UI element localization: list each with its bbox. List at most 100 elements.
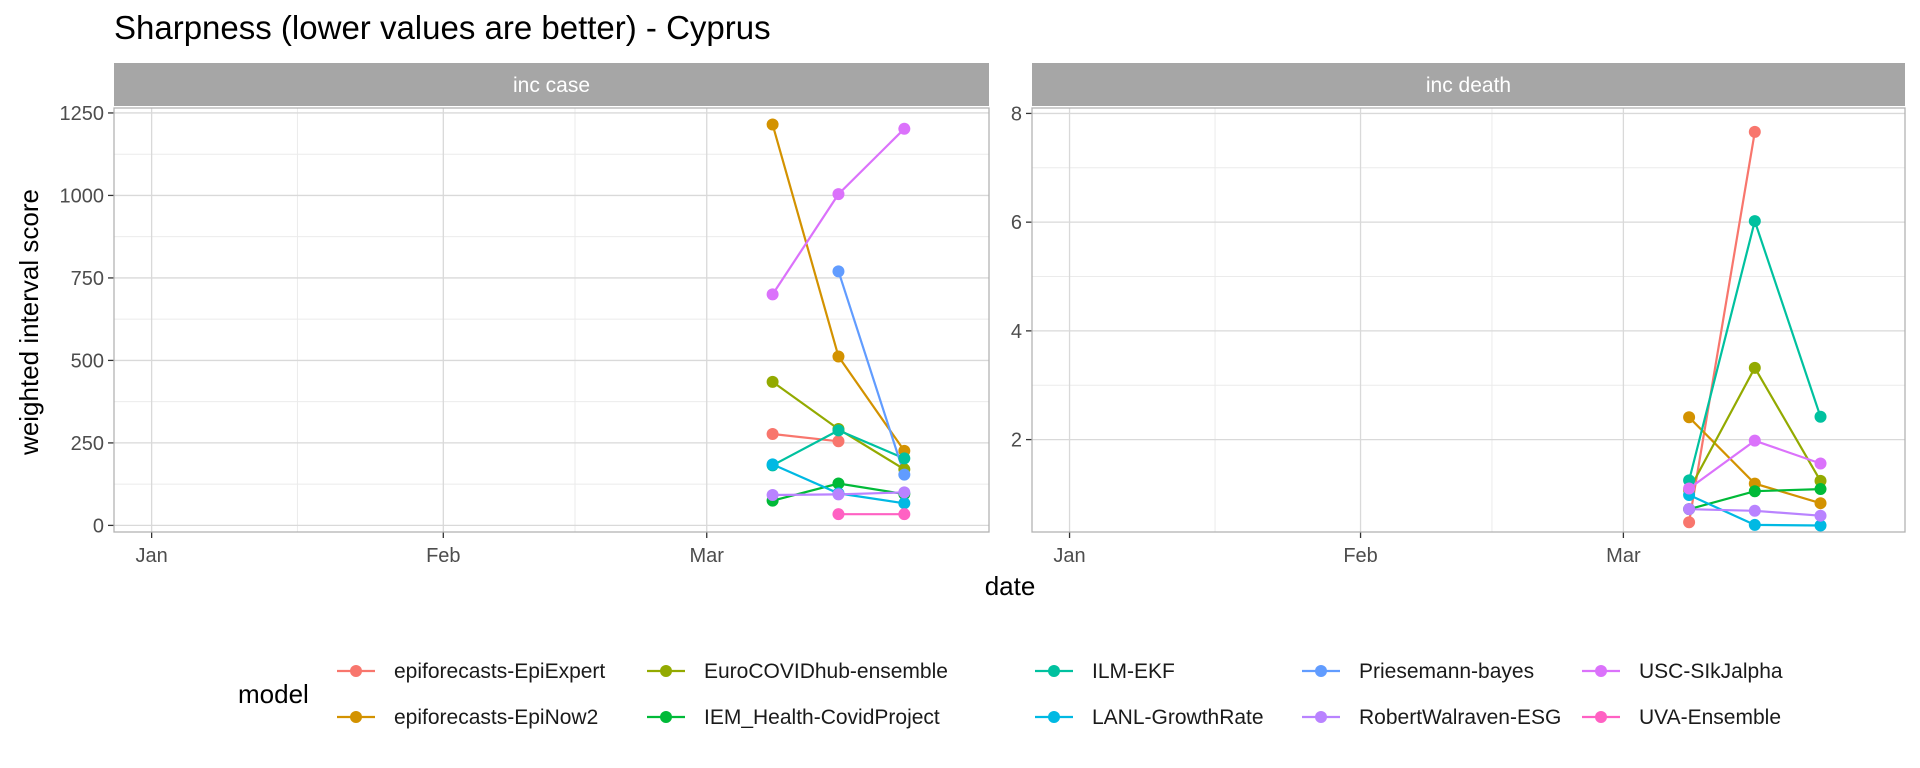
point-priesemann-bayes — [832, 265, 845, 278]
point-iem-health-covidproject — [1814, 483, 1827, 496]
legend-label: epiforecasts-EpiNow2 — [394, 706, 598, 729]
point-epiforecasts-epinow2 — [1683, 411, 1696, 424]
y-tick-label: 250 — [71, 433, 104, 455]
facet-strip-label: inc case — [513, 74, 590, 97]
y-tick-label: 750 — [71, 268, 104, 290]
legend-item-robertwalraven-esg: RobertWalraven-ESG — [1302, 706, 1561, 729]
x-tick-label: Mar — [1606, 545, 1641, 567]
point-usc-sikjalpha — [898, 122, 911, 135]
point-ilm-ekf — [832, 424, 845, 437]
legend-key-point — [1315, 711, 1327, 723]
panel-border — [1031, 107, 1906, 533]
panel-border — [113, 107, 990, 533]
legend-item-ilm-ekf: ILM-EKF — [1035, 660, 1175, 683]
legend-label: UVA-Ensemble — [1639, 706, 1781, 729]
legend-key-point — [350, 665, 362, 677]
point-usc-sikjalpha — [832, 188, 845, 201]
facet-strip-label: inc death — [1426, 74, 1511, 97]
legend-label: Priesemann-bayes — [1359, 660, 1534, 683]
point-epiforecasts-epiexpert — [832, 435, 845, 448]
point-robertwalraven-esg — [766, 489, 779, 502]
y-tick-label: 4 — [1011, 321, 1022, 343]
series-line-priesemann-bayes — [837, 270, 906, 475]
legend-key-point — [1595, 711, 1607, 723]
y-tick-label: 0 — [93, 515, 104, 537]
point-robertwalraven-esg — [1683, 503, 1696, 516]
point-lanl-growthrate — [898, 497, 911, 510]
legend-label: IEM_Health-CovidProject — [704, 706, 940, 729]
point-epiforecasts-epiexpert — [1683, 516, 1696, 529]
series-line-epiforecasts-epiexpert — [772, 432, 839, 443]
legend-key-point — [1595, 665, 1607, 677]
x-tick-label: Feb — [1343, 545, 1377, 567]
y-tick-label: 1000 — [60, 185, 105, 207]
x-tick-label: Jan — [136, 545, 168, 567]
y-tick-label: 2 — [1011, 430, 1022, 452]
legend-item-epiforecasts-epiexpert: epiforecasts-EpiExpert — [337, 660, 605, 683]
point-ilm-ekf — [1748, 215, 1761, 228]
legend: model epiforecasts-EpiExpert epiforecasts… — [238, 660, 1783, 729]
series-line-epiforecasts-epiexpert — [1688, 131, 1756, 523]
y-tick-label: 500 — [71, 350, 104, 372]
legend-item-uva-ensemble: UVA-Ensemble — [1582, 706, 1781, 729]
legend-key-point — [1048, 665, 1060, 677]
point-lanl-growthrate — [1814, 519, 1827, 532]
point-epiforecasts-epinow2 — [1814, 497, 1827, 510]
point-usc-sikjalpha — [1814, 457, 1827, 470]
panel-inc-case: inc case 0 250 500 750 1000 1250 Jan Feb Mar — [60, 63, 990, 567]
legend-item-iem-health-covidproject: IEM_Health-CovidProject — [647, 706, 940, 729]
legend-label: ILM-EKF — [1092, 660, 1175, 683]
legend-label: LANL-GrowthRate — [1092, 706, 1264, 729]
point-ilm-ekf — [1814, 410, 1827, 423]
point-lanl-growthrate — [1748, 518, 1761, 531]
y-tick-label: 6 — [1011, 212, 1022, 234]
x-tick-label: Feb — [426, 545, 460, 567]
legend-item-lanl-growthrate: LANL-GrowthRate — [1035, 706, 1264, 729]
facet-strip — [114, 63, 989, 106]
x-axis-title: date — [985, 571, 1036, 601]
facet-strip — [1032, 63, 1905, 106]
legend-item-epiforecasts-epinow2: epiforecasts-EpiNow2 — [337, 706, 598, 729]
point-usc-sikjalpha — [766, 288, 779, 301]
point-eurocovidhub-ensemble — [766, 375, 779, 388]
legend-label: RobertWalraven-ESG — [1359, 706, 1561, 729]
series-line-eurocovidhub-ensemble — [1688, 365, 1822, 491]
legend-item-priesemann-bayes: Priesemann-bayes — [1302, 660, 1534, 683]
legend-key-point — [660, 711, 672, 723]
legend-item-usc-sikjalpha: USC-SIkJalpha — [1582, 660, 1783, 683]
legend-item-eurocovidhub-ensemble: EuroCOVIDhub-ensemble — [647, 660, 948, 683]
point-iem-health-covidproject — [1748, 485, 1761, 498]
point-ilm-ekf — [898, 452, 911, 465]
point-usc-sikjalpha — [1748, 434, 1761, 447]
panel-inc-death: inc death 2 4 6 8 Jan Feb Mar — [1011, 63, 1906, 567]
legend-title: model — [238, 679, 309, 709]
legend-label: epiforecasts-EpiExpert — [394, 660, 605, 683]
legend-label: USC-SIkJalpha — [1639, 660, 1783, 683]
point-epiforecasts-epiexpert — [766, 428, 779, 441]
point-uva-ensemble — [832, 508, 845, 521]
legend-key-point — [350, 711, 362, 723]
point-robertwalraven-esg — [1748, 504, 1761, 517]
point-iem-health-covidproject — [832, 477, 845, 490]
point-robertwalraven-esg — [1814, 509, 1827, 522]
legend-key-point — [1048, 711, 1060, 723]
point-robertwalraven-esg — [832, 488, 845, 501]
point-epiforecasts-epiexpert — [1748, 125, 1761, 138]
y-tick-label: 8 — [1011, 103, 1022, 125]
point-uva-ensemble — [898, 508, 911, 521]
legend-key-point — [1315, 665, 1327, 677]
y-tick-label: 1250 — [60, 103, 105, 125]
x-tick-label: Mar — [690, 545, 725, 567]
point-priesemann-bayes — [898, 468, 911, 481]
chart-title: Sharpness (lower values are better) - Cy… — [114, 9, 771, 46]
point-eurocovidhub-ensemble — [1748, 361, 1761, 374]
point-usc-sikjalpha — [1683, 482, 1696, 495]
legend-key-point — [660, 665, 672, 677]
point-epiforecasts-epinow2 — [766, 118, 779, 131]
legend-label: EuroCOVIDhub-ensemble — [704, 660, 948, 683]
y-axis-title: weighted interval score — [14, 189, 44, 456]
x-tick-label: Jan — [1053, 545, 1085, 567]
point-epiforecasts-epinow2 — [832, 350, 845, 363]
